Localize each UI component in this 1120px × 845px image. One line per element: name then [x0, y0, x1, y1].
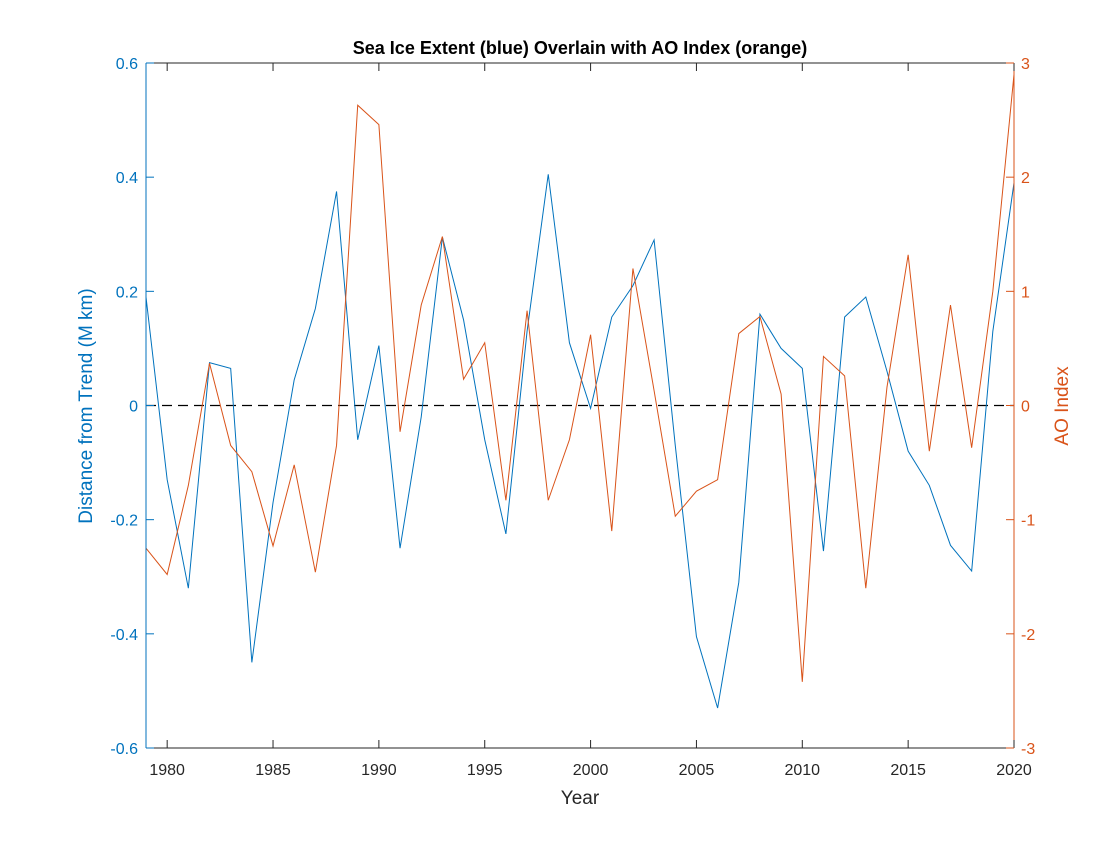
left-y-tick-label: 0.6: [116, 56, 138, 73]
left-y-tick-label: 0.2: [116, 284, 138, 301]
left-y-tick-label: 0.4: [116, 170, 138, 187]
series-lines: [145, 74, 1015, 709]
right-y-tick-label: 0: [1021, 399, 1030, 416]
y-axis-label-right: AO Index: [1052, 366, 1073, 446]
axis-ticks: 1980 1985 1990 1995 2000 2005 2010 2015 2020-0.6…: [110, 56, 1035, 779]
right-y-tick-label: -2: [1021, 627, 1035, 644]
x-tick-label: 2010: [784, 762, 820, 779]
y-axis-label-left: Distance from Trend (M km): [76, 288, 97, 523]
right-y-tick-label: 2: [1021, 170, 1030, 187]
left-y-tick-label: -0.2: [110, 513, 138, 530]
chart-title: Sea Ice Extent (blue) Overlain with AO I…: [353, 38, 807, 58]
x-tick-label: 1985: [255, 762, 291, 779]
right-y-tick-label: 1: [1021, 284, 1030, 301]
x-tick-label: 2000: [573, 762, 609, 779]
right-y-tick-label: -1: [1021, 513, 1035, 530]
x-tick-label: 1990: [361, 762, 397, 779]
right-y-tick-label: 3: [1021, 56, 1030, 73]
left-y-tick-label: -0.6: [110, 741, 138, 758]
x-tick-label: 2020: [996, 762, 1032, 779]
x-tick-label: 1980: [149, 762, 185, 779]
x-tick-label: 2005: [679, 762, 715, 779]
right-y-tick-label: -3: [1021, 741, 1035, 758]
x-axis-label: Year: [561, 788, 600, 809]
sea-ice-extent-line: [145, 174, 1015, 709]
ao-index-line: [145, 74, 1015, 682]
left-y-tick-label: -0.4: [110, 627, 138, 644]
x-tick-label: 2015: [890, 762, 926, 779]
left-y-tick-label: 0: [129, 399, 138, 416]
x-tick-label: 1995: [467, 762, 503, 779]
